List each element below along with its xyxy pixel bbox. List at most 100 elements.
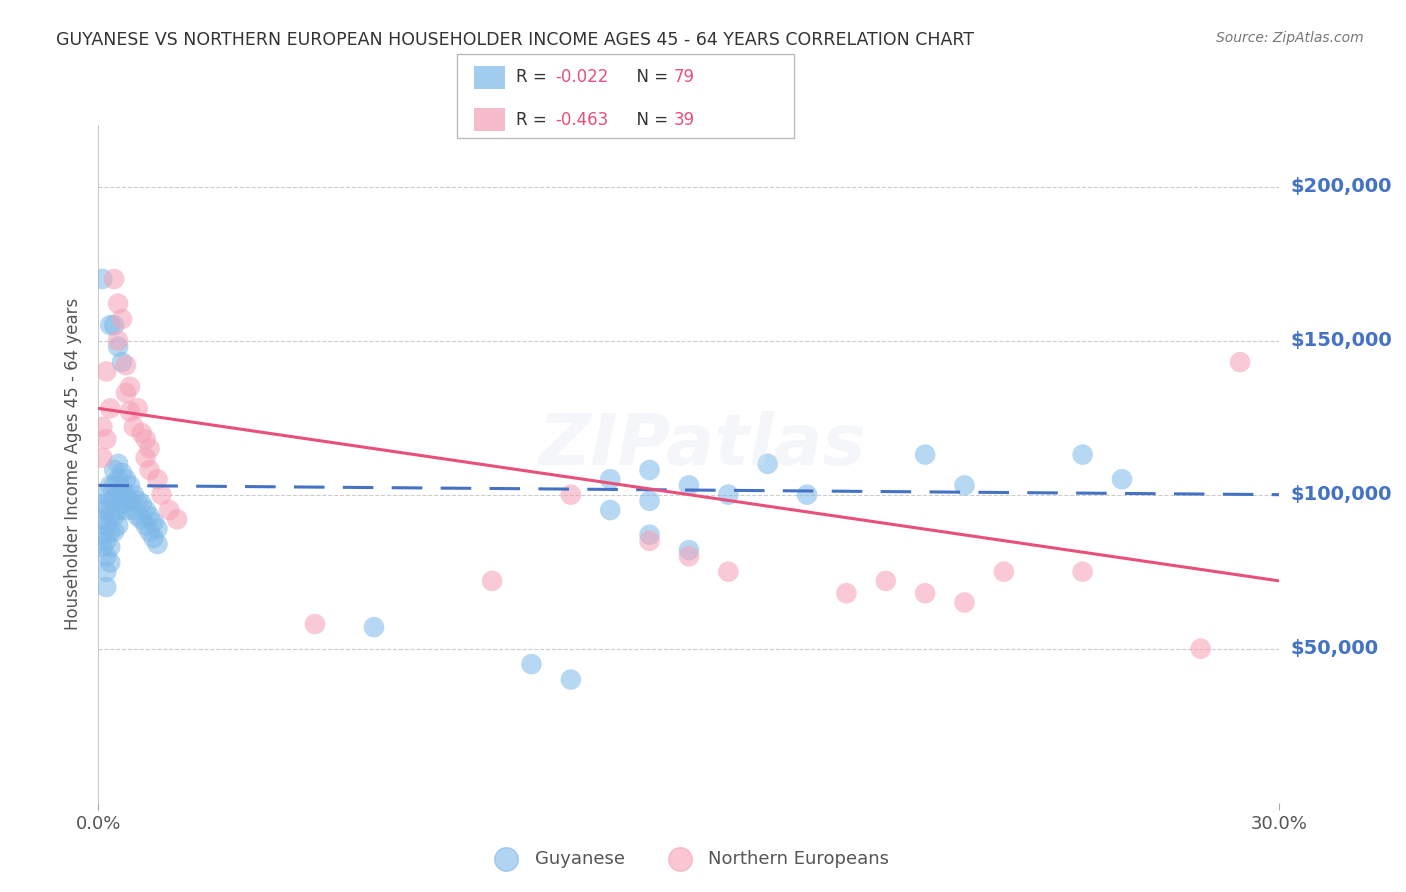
Point <box>111 312 134 326</box>
Point <box>107 518 129 533</box>
Point <box>875 574 897 588</box>
Point <box>157 503 180 517</box>
Point <box>304 617 326 632</box>
Text: -0.463: -0.463 <box>555 111 609 128</box>
Point <box>146 472 169 486</box>
Point <box>111 497 134 511</box>
Point <box>560 488 582 502</box>
Point <box>111 355 134 369</box>
Point <box>135 432 157 446</box>
Point <box>131 512 153 526</box>
Point <box>638 527 661 541</box>
Point <box>678 478 700 492</box>
Legend: Guyanese, Northern Europeans: Guyanese, Northern Europeans <box>481 843 897 875</box>
Point <box>127 509 149 524</box>
Text: GUYANESE VS NORTHERN EUROPEAN HOUSEHOLDER INCOME AGES 45 - 64 YEARS CORRELATION : GUYANESE VS NORTHERN EUROPEAN HOUSEHOLDE… <box>56 31 974 49</box>
Point <box>138 524 160 539</box>
Point <box>1071 565 1094 579</box>
Point <box>599 503 621 517</box>
Point <box>98 493 121 508</box>
Point <box>138 442 160 456</box>
Point <box>146 537 169 551</box>
Point <box>118 493 141 508</box>
Point <box>115 358 138 372</box>
Point <box>914 586 936 600</box>
Point <box>118 380 141 394</box>
Point <box>107 472 129 486</box>
Point <box>91 450 114 465</box>
Point <box>1189 641 1212 656</box>
Point <box>150 488 173 502</box>
Text: -0.022: -0.022 <box>555 69 609 87</box>
Text: $50,000: $50,000 <box>1291 640 1379 658</box>
Point <box>796 488 818 502</box>
Point <box>118 478 141 492</box>
Point <box>107 488 129 502</box>
Point <box>91 540 114 554</box>
Point <box>91 512 114 526</box>
Point <box>115 503 138 517</box>
Point <box>98 478 121 492</box>
Point <box>118 404 141 418</box>
Point <box>122 420 145 434</box>
Point <box>111 466 134 480</box>
Text: N =: N = <box>626 69 673 87</box>
Point <box>638 493 661 508</box>
Point <box>107 340 129 354</box>
Point <box>96 503 118 517</box>
Point <box>91 527 114 541</box>
Point <box>638 463 661 477</box>
Point <box>520 657 543 672</box>
Point <box>599 472 621 486</box>
Point <box>135 450 157 465</box>
Point <box>135 503 157 517</box>
Point <box>91 420 114 434</box>
Point <box>98 524 121 539</box>
Point <box>678 549 700 564</box>
Point <box>1229 355 1251 369</box>
Point <box>115 386 138 401</box>
Point <box>131 425 153 440</box>
Point <box>91 497 114 511</box>
Point <box>98 540 121 554</box>
Point <box>111 482 134 496</box>
Point <box>122 488 145 502</box>
Point <box>953 595 976 609</box>
Point <box>107 296 129 310</box>
Point <box>135 518 157 533</box>
Point <box>98 318 121 333</box>
Point <box>96 364 118 378</box>
Point <box>835 586 858 600</box>
Point <box>638 533 661 548</box>
Point <box>953 478 976 492</box>
Point <box>127 493 149 508</box>
Text: N =: N = <box>626 111 673 128</box>
Point <box>96 580 118 594</box>
Point <box>103 318 125 333</box>
Point <box>678 543 700 558</box>
Point <box>560 673 582 687</box>
Point <box>107 503 129 517</box>
Point <box>96 533 118 548</box>
Point <box>1111 472 1133 486</box>
Text: R =: R = <box>516 69 553 87</box>
Point <box>96 549 118 564</box>
Point <box>146 522 169 536</box>
Point <box>96 488 118 502</box>
Point <box>131 497 153 511</box>
Text: Source: ZipAtlas.com: Source: ZipAtlas.com <box>1216 31 1364 45</box>
Point <box>98 556 121 570</box>
Text: $150,000: $150,000 <box>1291 331 1392 350</box>
Text: 79: 79 <box>673 69 695 87</box>
Point <box>717 488 740 502</box>
Point <box>107 457 129 471</box>
Point <box>107 334 129 348</box>
Point <box>103 272 125 286</box>
Point <box>166 512 188 526</box>
Point <box>717 565 740 579</box>
Y-axis label: Householder Income Ages 45 - 64 years: Householder Income Ages 45 - 64 years <box>65 298 83 630</box>
Text: $100,000: $100,000 <box>1291 485 1392 504</box>
Point <box>96 432 118 446</box>
Text: R =: R = <box>516 111 553 128</box>
Point <box>103 509 125 524</box>
